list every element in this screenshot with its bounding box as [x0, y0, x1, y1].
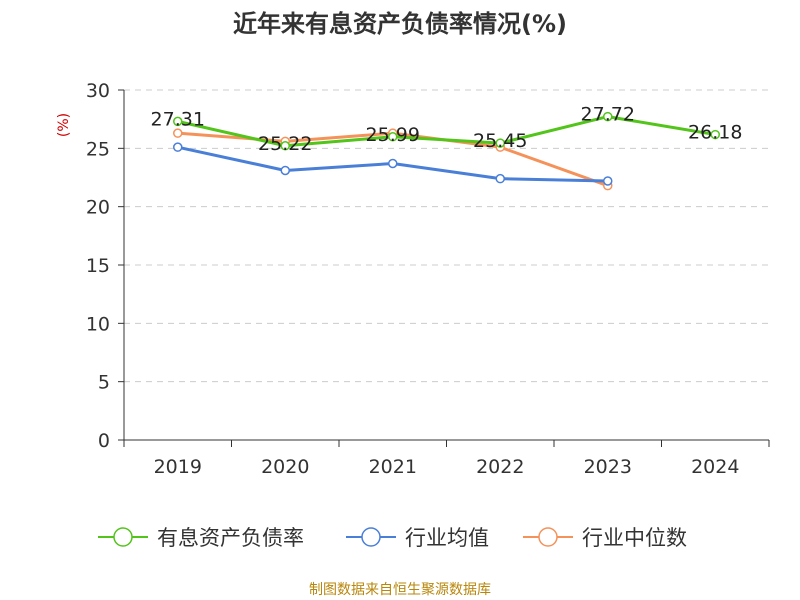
data-point	[495, 138, 505, 148]
legend-label: 行业中位数	[582, 526, 687, 550]
source-note: 制图数据来自恒生聚源数据库	[309, 582, 491, 598]
data-label: 25.99	[366, 124, 420, 146]
data-point	[603, 176, 613, 186]
y-tick-label: 10	[86, 313, 110, 335]
y-tick-label: 15	[86, 255, 110, 277]
y-tick-label: 30	[86, 80, 110, 102]
legend-swatch-marker	[538, 527, 558, 547]
data-point	[280, 165, 290, 176]
data-point	[603, 111, 613, 122]
data-point	[173, 142, 183, 152]
data-point	[710, 129, 720, 140]
data-point	[495, 173, 505, 184]
legend-label: 有息资产负债率	[157, 526, 304, 550]
legend-swatch-marker	[113, 527, 133, 547]
y-axis-label: (%)	[56, 113, 72, 137]
series-line	[177, 115, 716, 148]
y-tick-label: 0	[98, 430, 110, 452]
y-tick-label: 20	[86, 197, 110, 219]
data-label: 25.22	[258, 133, 312, 155]
data-point	[173, 116, 183, 127]
x-tick-label: 2020	[261, 456, 309, 478]
chart-title: 近年来有息资产负债率情况(%)	[233, 10, 567, 38]
legend-label: 行业均值	[405, 526, 489, 550]
data-point	[280, 141, 290, 151]
y-tick-label: 5	[98, 372, 110, 394]
data-point	[388, 132, 398, 142]
x-tick-label: 2019	[154, 456, 202, 478]
data-point	[388, 158, 398, 169]
data-label: 25.45	[473, 130, 527, 152]
x-tick-label: 2024	[691, 456, 739, 478]
x-tick-label: 2021	[369, 456, 417, 478]
x-tick-label: 2022	[476, 456, 524, 478]
y-tick-label: 25	[86, 138, 110, 160]
data-label: 26.18	[688, 122, 742, 144]
data-point	[173, 128, 183, 138]
legend-swatch-marker	[361, 527, 381, 547]
data-label: 27.72	[581, 104, 635, 126]
x-tick-label: 2023	[584, 456, 632, 478]
data-label: 27.31	[151, 108, 205, 130]
